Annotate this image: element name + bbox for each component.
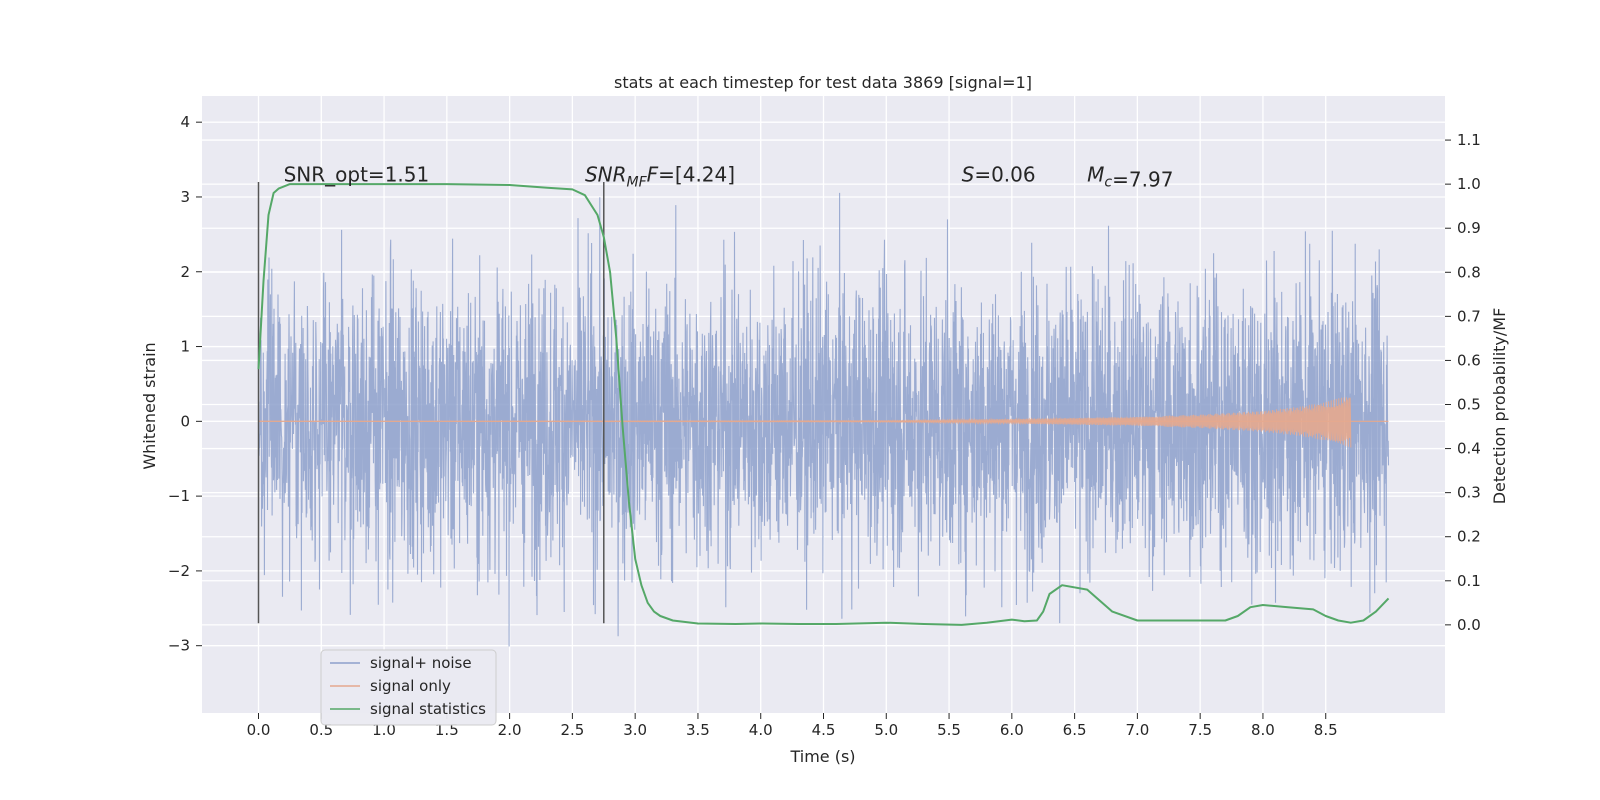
y-axis-label: Whitened strain [140,342,159,469]
x-tick-label: 2.5 [560,721,584,739]
y-tick-label: −3 [168,637,190,655]
y-right-tick-label: 0.1 [1457,572,1481,590]
x-tick-label: 6.0 [1000,721,1024,739]
x-axis-ticks: 0.0 0.5 1.0 1.5 2.0 2.5 3.0 3.5 4.0 4.5 5.0 5.5 6.0 6… [247,713,1338,739]
chart-title: stats at each timestep for test data 386… [614,73,1032,92]
y-tick-label: 1 [180,338,190,356]
annotation-3: Mc=7.97 [1087,163,1173,192]
y-right-tick-label: 0.8 [1457,263,1481,281]
y-tick-label: −2 [168,562,190,580]
signal-statistics-line [257,183,1390,626]
y-right-tick-label: 0.5 [1457,396,1481,414]
y-right-tick-label: 1.0 [1457,175,1481,193]
y-tick-label: −1 [168,487,190,505]
annotations: SNR_opt=1.51 SNRMFF=[4.24] S=0.06 Mc=7.97 [284,163,1174,192]
y-axis-right-ticks: 0.0 0.1 0.2 0.3 0.4 0.5 0.6 0.7 0.8 0.9 1.0 1.1 [1445,131,1481,634]
x-tick-label: 3.5 [686,721,710,739]
y-right-tick-label: 0.9 [1457,219,1481,237]
x-tick-label: 7.5 [1188,721,1212,739]
legend-label-signal-plus-noise: signal+ noise [370,654,472,672]
y-right-tick-label: 0.7 [1457,307,1481,325]
y-right-tick-label: 1.1 [1457,131,1481,149]
x-axis-label: Time (s) [789,747,855,766]
signal-only-series [258,397,1389,448]
x-tick-label: 4.0 [749,721,773,739]
y-right-tick-label: 0.6 [1457,351,1481,369]
x-tick-label: 6.5 [1063,721,1087,739]
signal-statistics-series [257,183,1390,626]
y-right-tick-label: 0.0 [1457,616,1481,634]
x-tick-label: 3.0 [623,721,647,739]
y-tick-label: 0 [180,412,190,430]
annotation-0: SNR_opt=1.51 [284,163,430,187]
x-tick-label: 4.5 [812,721,836,739]
y-axis-right-label: Detection probability/MF [1490,308,1509,505]
signal-only-line [258,397,1352,448]
legend-label-signal-statistics: signal statistics [370,700,486,718]
y-axis-ticks: −3 −2 −1 0 1 2 3 4 [168,113,202,655]
y-right-tick-label: 0.4 [1457,440,1481,458]
signal-plus-noise-line [257,192,1390,647]
signal-plus-noise-series [257,192,1390,647]
x-tick-label: 8.0 [1251,721,1275,739]
x-tick-label: 7.0 [1125,721,1149,739]
y-tick-label: 3 [180,188,190,206]
x-tick-label: 5.0 [874,721,898,739]
legend: signal+ noise signal only signal statist… [320,649,497,726]
x-tick-label: 5.5 [937,721,961,739]
x-tick-label: 2.0 [498,721,522,739]
y-tick-label: 4 [180,113,190,131]
y-right-tick-label: 0.2 [1457,528,1481,546]
y-right-tick-label: 0.3 [1457,484,1481,502]
vertical-markers [257,182,605,624]
x-tick-label: 0.0 [247,721,271,739]
x-tick-label: 8.5 [1314,721,1338,739]
y-tick-label: 2 [180,263,190,281]
annotation-1: SNRMFF=[4.24] [585,163,735,191]
legend-box [320,649,497,726]
legend-label-signal-only: signal only [370,677,451,695]
annotation-2: S=0.06 [962,163,1036,187]
